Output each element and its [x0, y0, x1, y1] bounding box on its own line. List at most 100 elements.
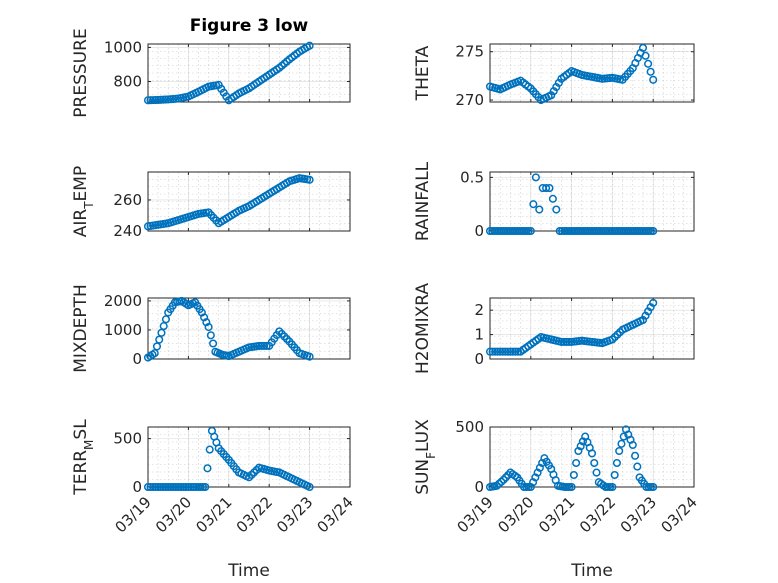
y-axis-label: TERRMSL [71, 419, 96, 496]
data-point [497, 477, 506, 486]
data-point [161, 315, 171, 324]
figure-title: Figure 3 low [190, 16, 309, 36]
y-tick-label: 800 [113, 73, 142, 91]
data-point [495, 479, 504, 488]
data-point [590, 458, 599, 468]
axes-box [489, 297, 695, 360]
y-tick-label: 0 [474, 222, 484, 240]
data-point [203, 464, 212, 473]
data-point [511, 347, 520, 356]
data-point [176, 482, 185, 492]
data-point [644, 59, 653, 68]
subplot-rainfall: 0 0.5 RAINFALL [413, 161, 695, 241]
data-point [159, 95, 168, 104]
data-point [164, 482, 173, 492]
x-tick-label: 03/21 [192, 493, 235, 536]
data-point [572, 458, 581, 468]
data-point [143, 96, 153, 105]
data-point [557, 337, 566, 346]
y-tick-label: 1000 [104, 321, 142, 339]
data-point [499, 475, 508, 484]
data-point [492, 481, 501, 490]
data-point [154, 482, 163, 492]
data-point [209, 339, 218, 348]
axes-box [147, 297, 351, 360]
data-point [631, 451, 640, 460]
x-tick-label: 03/20 [152, 493, 195, 536]
data-point [151, 95, 160, 105]
data-point [257, 341, 266, 350]
data-point [615, 446, 624, 456]
axes-box [489, 43, 695, 103]
data-point [166, 482, 175, 492]
data-point [150, 349, 159, 358]
data-point [204, 322, 213, 332]
y-tick-label: 0 [132, 478, 142, 496]
y-tick-label: 275 [455, 43, 484, 61]
data-point [169, 482, 178, 492]
data-point [559, 337, 569, 346]
data-point [156, 482, 165, 492]
axes-box [489, 426, 695, 488]
subplot-air-temp: 240 260 AIRTEMP [71, 166, 351, 240]
x-tick-label: 03/21 [535, 493, 578, 536]
data-point [514, 347, 523, 356]
data-point [548, 194, 557, 203]
y-tick-label: 2 [474, 301, 484, 319]
y-tick-label: 1 [474, 326, 484, 344]
x-tick-label: 03/23 [273, 493, 316, 536]
x-axis-label: Time [570, 561, 613, 581]
data-point [491, 347, 500, 356]
data-point [633, 462, 642, 471]
data-point [617, 439, 626, 448]
data-point [612, 458, 621, 468]
y-tick-label: 2000 [104, 292, 142, 310]
data-point [649, 75, 658, 84]
data-point [535, 205, 544, 214]
data-point [542, 184, 551, 193]
y-tick-label: 240 [113, 222, 142, 240]
y-axis-label: AIRTEMP [71, 166, 96, 237]
data-point [485, 347, 495, 356]
data-point [501, 473, 510, 482]
data-point [619, 432, 628, 441]
data-point [171, 482, 180, 492]
data-point [552, 205, 561, 214]
data-point [184, 482, 193, 492]
y-axis-label: THETA [413, 45, 433, 101]
y-tick-label: 500 [113, 430, 142, 448]
data-point [156, 95, 165, 104]
axes-box [147, 43, 351, 103]
data-point [545, 184, 554, 193]
data-point [628, 440, 637, 450]
subplot-theta: 270 275 THETA [413, 43, 695, 109]
data-point [305, 482, 314, 492]
data-point [201, 482, 210, 492]
data-point [562, 337, 571, 346]
x-axis-label: Time [227, 561, 270, 581]
data-point [493, 347, 502, 356]
x-tick-label: 03/22 [576, 493, 619, 536]
data-point [260, 341, 269, 350]
data-point [206, 331, 215, 340]
data-point [161, 95, 170, 104]
x-tick-label: 03/24 [658, 493, 701, 536]
x-tick-label: 03/19 [112, 493, 155, 536]
data-point [496, 347, 505, 356]
data-point [146, 96, 155, 105]
axes-box [489, 171, 695, 232]
data-point [567, 482, 576, 492]
data-point [506, 347, 515, 356]
data-point [152, 342, 162, 351]
data-point [649, 226, 658, 236]
subplot-pressure: 800 1000 PRESSURE Figure 3 low [71, 16, 351, 118]
x-tick-label: 03/22 [233, 493, 276, 536]
data-point [498, 347, 507, 356]
y-axis-label: MIXDEPTH [71, 284, 91, 373]
data-point [154, 95, 163, 105]
data-point [143, 482, 153, 492]
data-point [565, 337, 574, 346]
data-point [255, 341, 264, 350]
